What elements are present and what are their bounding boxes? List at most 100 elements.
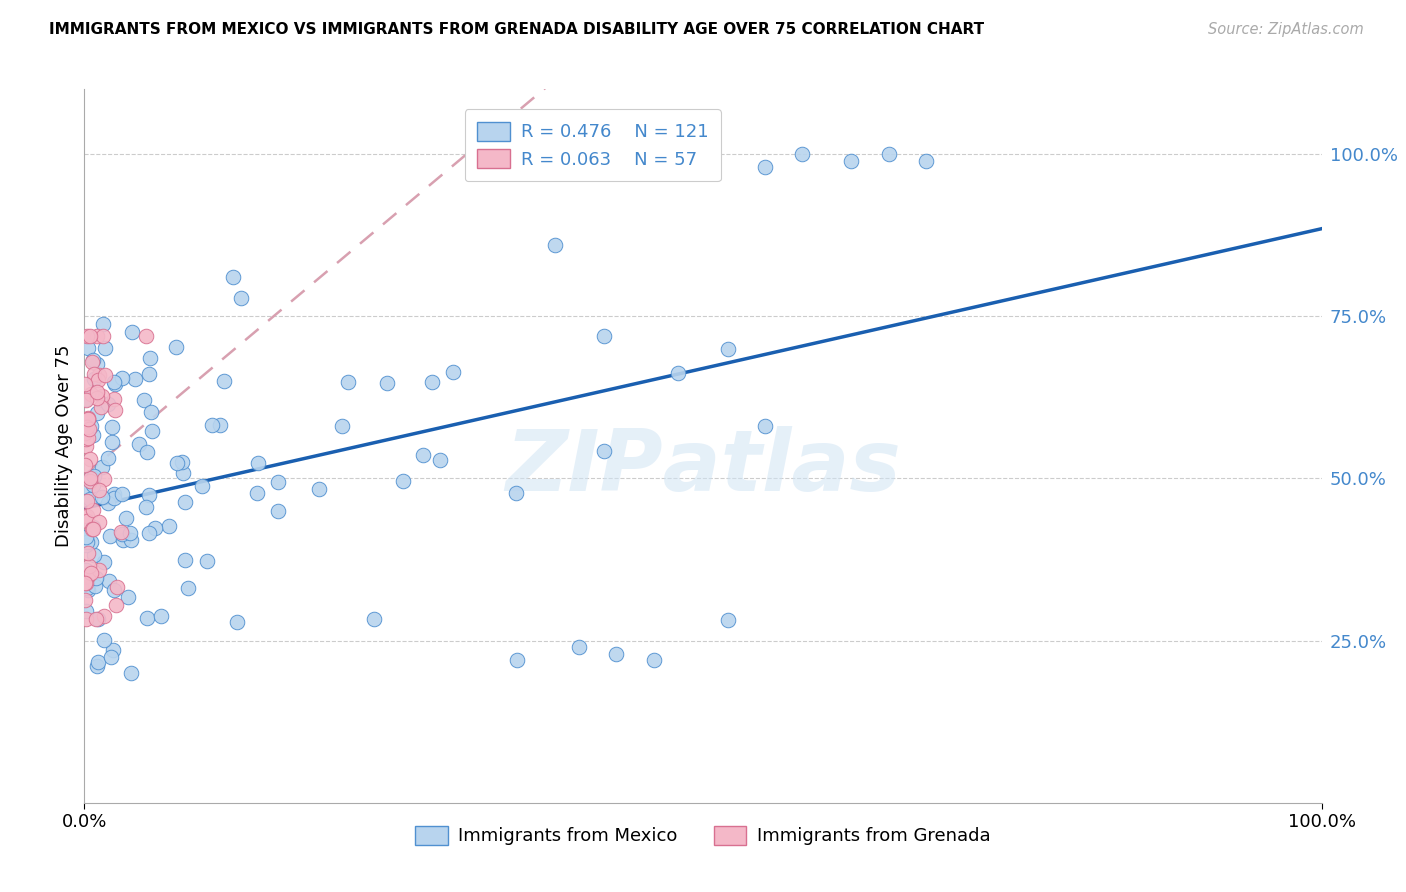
Point [86,384,108,399]
Point [76,412,98,426]
Point [82,353,104,368]
Point [195,554,218,568]
Point [87,563,110,577]
Point [77,582,100,597]
Point [101,435,124,450]
Point [80,522,103,536]
Point [75,392,97,407]
Point [212,374,235,388]
Point [143,521,166,535]
Point [117,590,139,604]
Point [77,546,100,560]
Point [100,649,122,664]
Point [138,488,160,502]
Point [82,503,104,517]
Point [87,515,110,529]
Point [75,532,97,546]
Point [76,420,98,434]
Point [267,504,290,518]
Point [157,518,180,533]
Point [114,510,136,524]
Point [101,419,124,434]
Point [141,405,163,419]
Point [89,368,111,382]
Point [76,581,98,595]
Point [75,604,97,618]
Point [136,610,159,624]
Point [201,417,224,432]
Point [75,393,97,408]
Point [877,147,900,161]
Point [375,376,398,391]
Point [93,555,115,569]
Point [103,583,125,598]
Point [104,403,127,417]
Point [121,325,143,339]
Point [82,520,104,534]
Point [111,527,134,541]
Point [754,418,776,433]
Point [914,153,936,168]
Point [429,453,451,467]
Point [75,612,97,626]
Point [94,368,117,383]
Point [135,500,157,515]
Point [97,451,120,466]
Point [76,431,98,445]
Point [91,317,114,331]
Point [77,411,100,425]
Point [420,375,443,389]
Point [84,579,107,593]
Point [79,328,101,343]
Point [505,485,527,500]
Point [86,328,108,343]
Point [111,370,134,384]
Point [75,530,97,544]
Point [73,425,96,440]
Point [77,558,100,573]
Text: Source: ZipAtlas.com: Source: ZipAtlas.com [1208,22,1364,37]
Point [98,529,121,543]
Point [76,569,98,583]
Point [91,459,114,474]
Point [841,153,863,168]
Point [568,640,591,654]
Point [754,160,776,174]
Point [103,392,125,406]
Point [717,613,740,627]
Point [82,427,104,442]
Point [86,659,108,673]
Point [97,496,120,510]
Point [82,354,104,368]
Point [103,486,125,500]
Point [138,351,160,365]
Point [84,571,107,585]
Point [77,341,100,355]
Point [135,444,157,458]
Point [118,525,141,540]
Point [103,491,125,506]
Point [75,439,97,453]
Point [73,458,96,472]
Point [76,508,98,523]
Point [77,481,100,495]
Text: ZIP​atlas: ZIP​atlas [505,425,901,509]
Point [76,534,98,549]
Point [75,563,97,577]
Point [79,492,101,507]
Point [605,647,627,661]
Point [120,533,142,547]
Point [76,514,98,528]
Point [363,612,385,626]
Point [93,632,115,647]
Point [83,368,105,382]
Point [174,495,197,509]
Point [666,366,689,380]
Point [172,467,194,481]
Point [75,593,97,607]
Y-axis label: Disability Age Over 75: Disability Age Over 75 [55,344,73,548]
Point [80,470,103,484]
Point [191,478,214,492]
Point [75,576,97,591]
Point [79,418,101,433]
